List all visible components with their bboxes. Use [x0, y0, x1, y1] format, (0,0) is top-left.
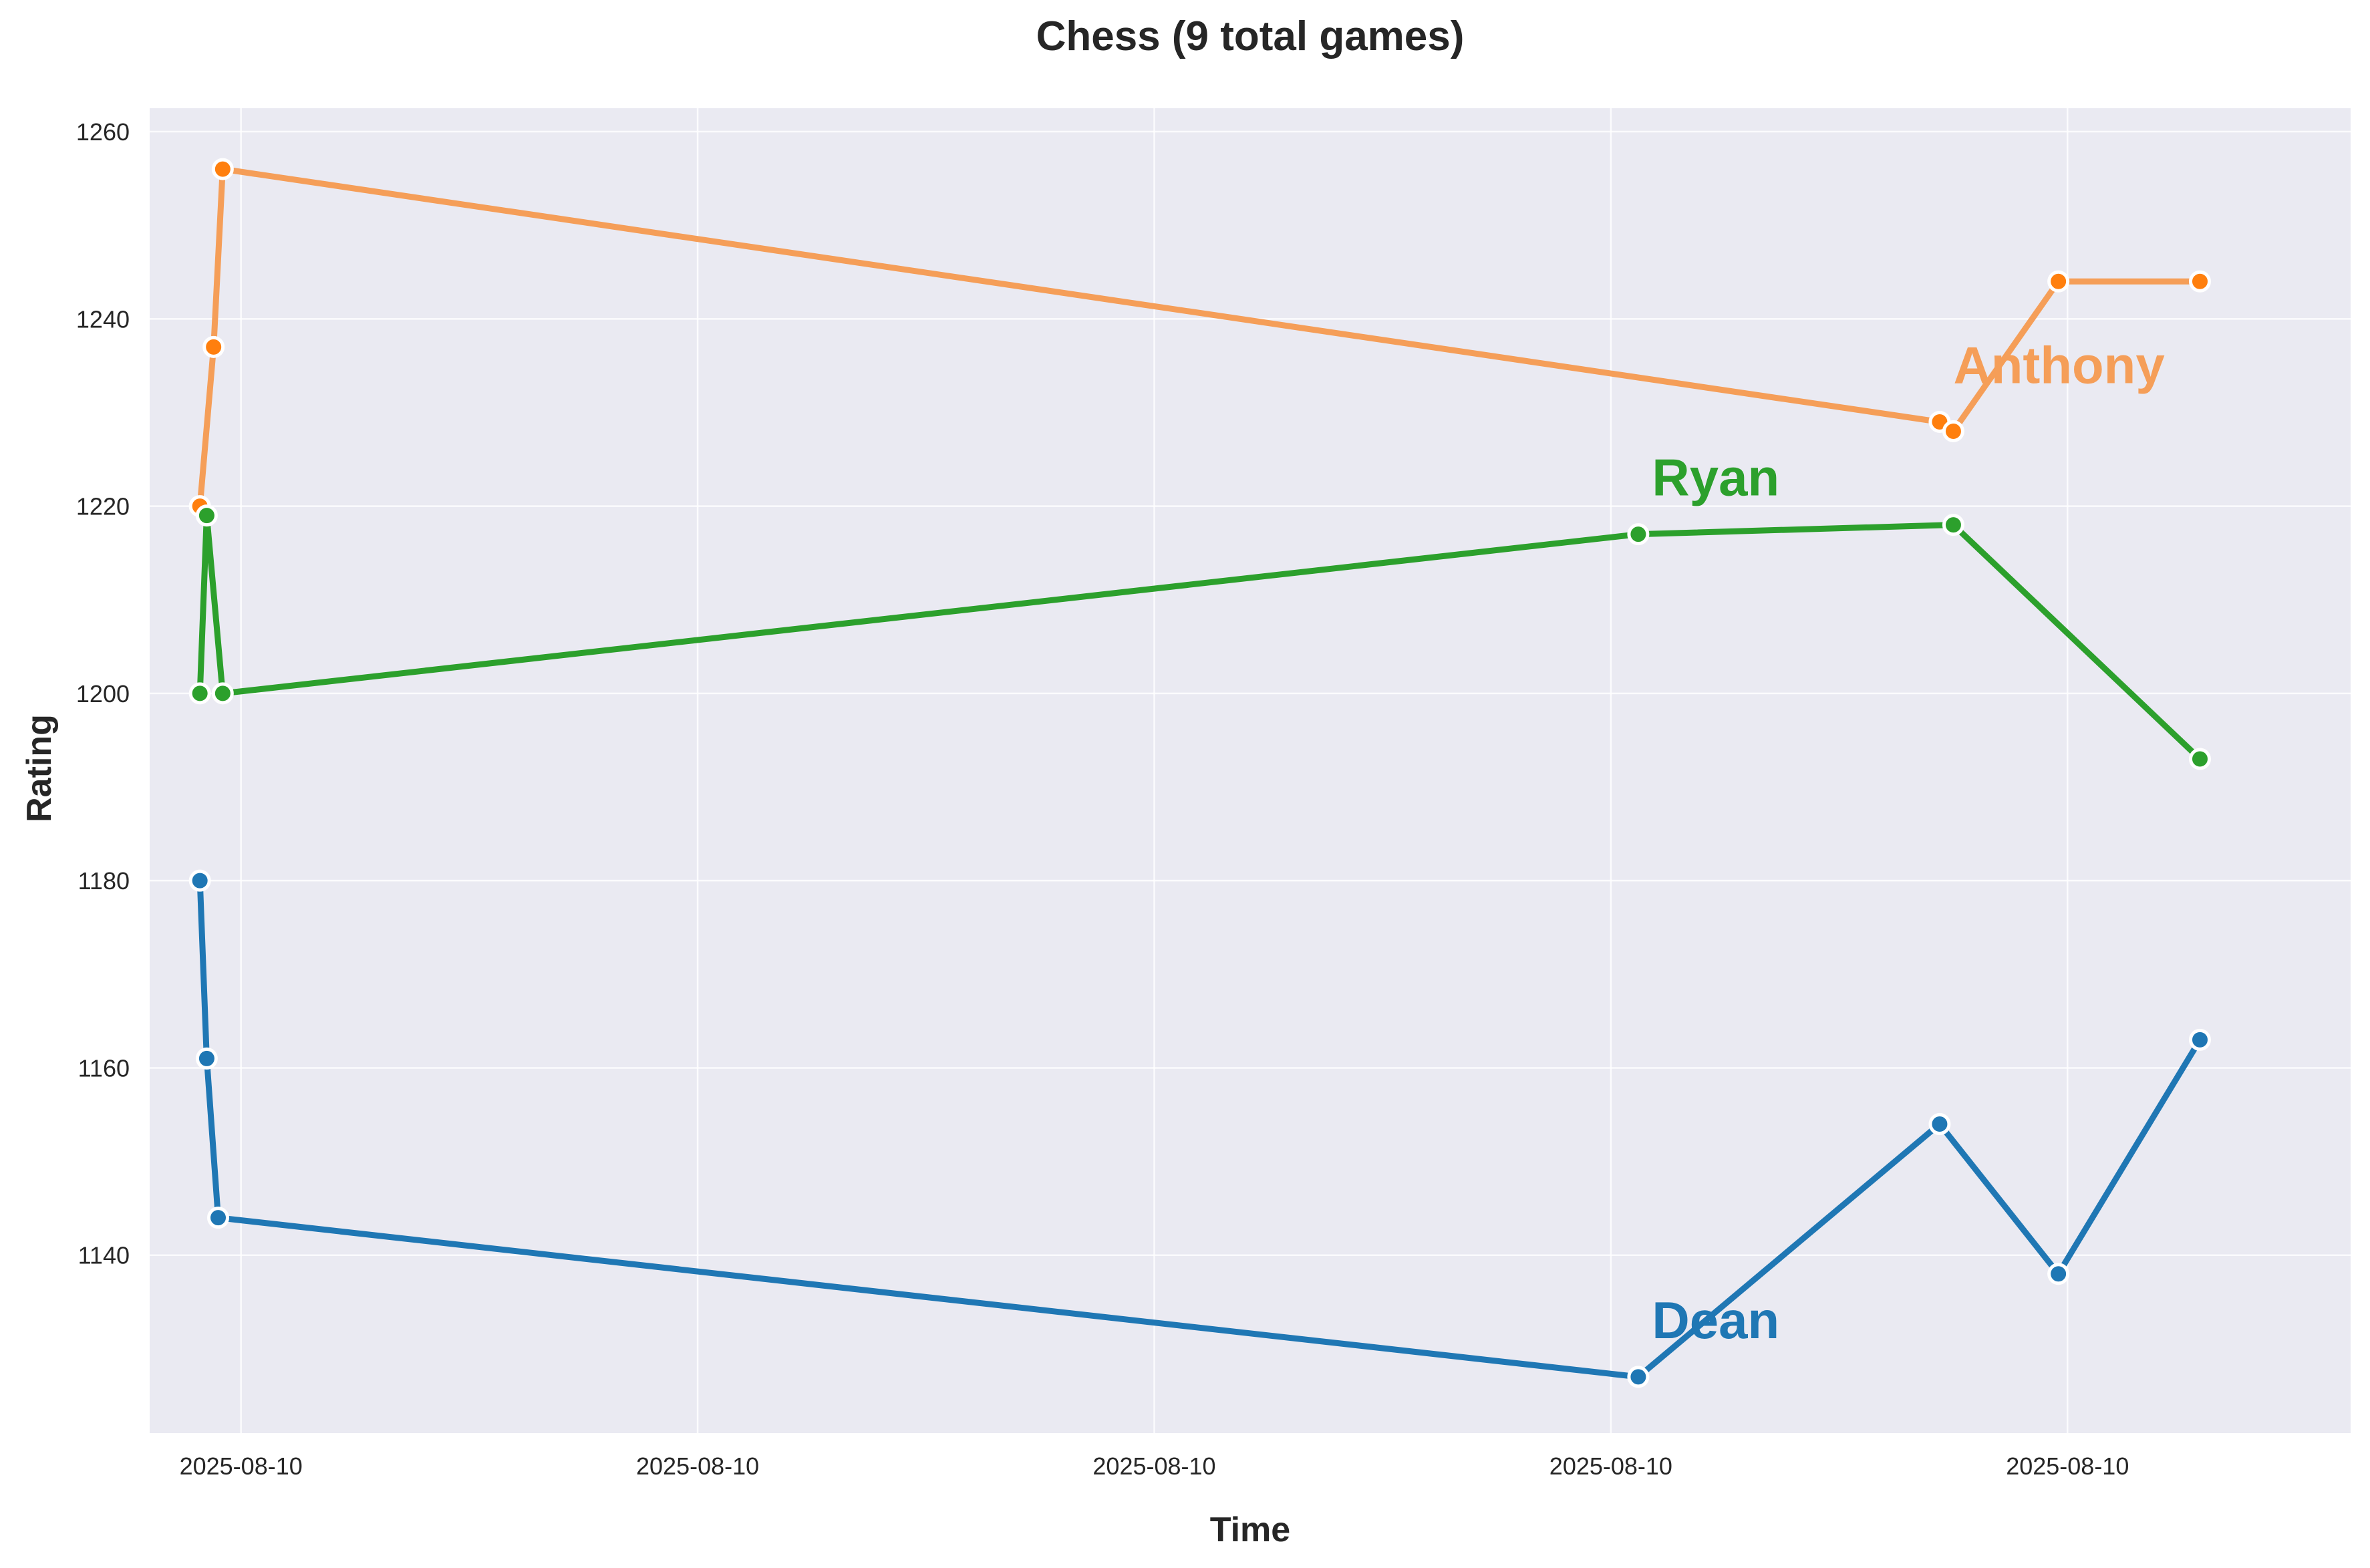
series-label-dean: Dean [1652, 1291, 1779, 1350]
data-point-ryan [195, 504, 218, 527]
series-label-anthony: Anthony [1953, 335, 2164, 394]
x-tick-label: 2025-08-10 [1549, 1452, 1672, 1480]
data-point-anthony [1942, 420, 1964, 442]
x-tick-label: 2025-08-10 [180, 1452, 303, 1480]
data-point-ryan [1627, 523, 1650, 546]
data-point-dean [207, 1207, 230, 1229]
data-point-anthony [2188, 270, 2211, 293]
data-point-ryan [211, 682, 234, 705]
y-tick-label: 1160 [78, 1054, 130, 1082]
y-tick-label: 1220 [76, 493, 130, 520]
y-tick-label: 1240 [76, 305, 130, 333]
data-point-ryan [1942, 514, 1964, 536]
data-point-ryan [2188, 748, 2211, 770]
y-tick-label: 1200 [76, 680, 130, 708]
data-point-dean [1928, 1113, 1951, 1136]
data-point-ryan [188, 682, 211, 705]
series-annotations: Anthony Ryan Dean [1652, 335, 2164, 1349]
data-point-anthony [2047, 270, 2070, 293]
data-point-anthony [202, 335, 225, 358]
data-point-dean [195, 1047, 218, 1070]
gridlines [150, 108, 2351, 1433]
series-label-ryan: Ryan [1652, 448, 1779, 507]
series-line-ryan [196, 512, 2203, 762]
data-point-dean [188, 869, 211, 892]
data-point-dean [2188, 1028, 2211, 1051]
data-point-dean [1627, 1366, 1650, 1388]
y-tick-label: 1260 [76, 118, 130, 146]
x-tick-label: 2025-08-10 [1092, 1452, 1215, 1480]
y-axis-label: Rating [20, 714, 59, 822]
x-tick-label: 2025-08-10 [2006, 1452, 2129, 1480]
plot-area [150, 108, 2351, 1433]
x-tick-label: 2025-08-10 [636, 1452, 759, 1480]
chart-title: Chess (9 total games) [1036, 13, 1465, 59]
x-axis-label: Time [1210, 1511, 1290, 1549]
x-axis-ticks: 2025-08-10 2025-08-10 2025-08-10 2025-08-10… [180, 1452, 2129, 1480]
y-axis-ticks: 1140 1160 1180 1200 1220 1240 1260 [76, 118, 130, 1269]
data-point-dean [2047, 1263, 2070, 1285]
data-point-anthony [211, 158, 234, 180]
y-tick-label: 1180 [78, 867, 130, 895]
y-tick-label: 1140 [78, 1242, 130, 1269]
series-points [188, 158, 2211, 1388]
